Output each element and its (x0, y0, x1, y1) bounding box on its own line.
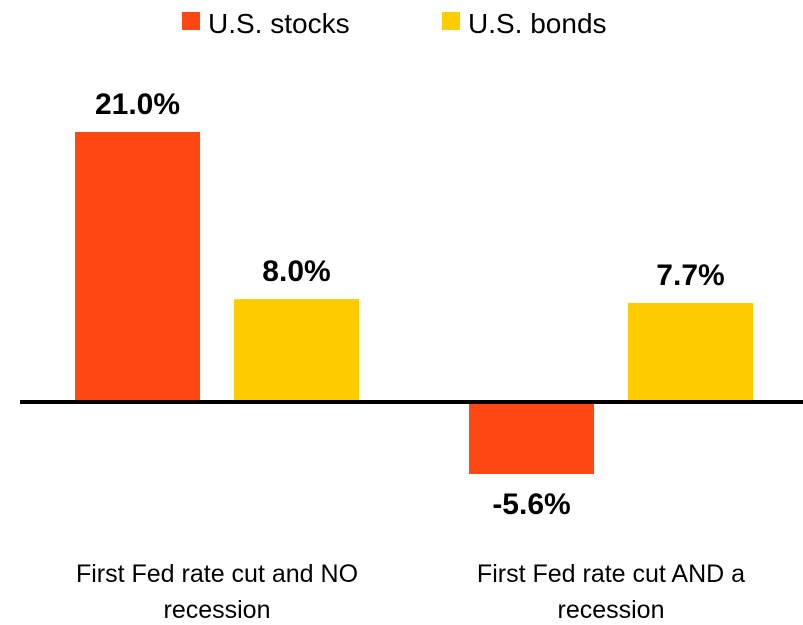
bar (234, 299, 359, 402)
x-tick-label: First Fed rate cut AND a recession (476, 560, 746, 624)
value-label: 21.0% (95, 88, 180, 121)
legend-swatch (442, 12, 460, 30)
legend-swatch (182, 12, 200, 30)
legend-label: U.S. stocks (208, 8, 350, 39)
value-label: 7.7% (656, 259, 724, 292)
value-label: 8.0% (262, 255, 330, 288)
legend-label: U.S. bonds (468, 8, 607, 39)
bar (75, 132, 200, 402)
x-tick-label: First Fed rate cut and NO recession (75, 560, 359, 624)
bar (628, 303, 753, 402)
bar (469, 402, 594, 474)
value-label: -5.6% (492, 488, 570, 521)
